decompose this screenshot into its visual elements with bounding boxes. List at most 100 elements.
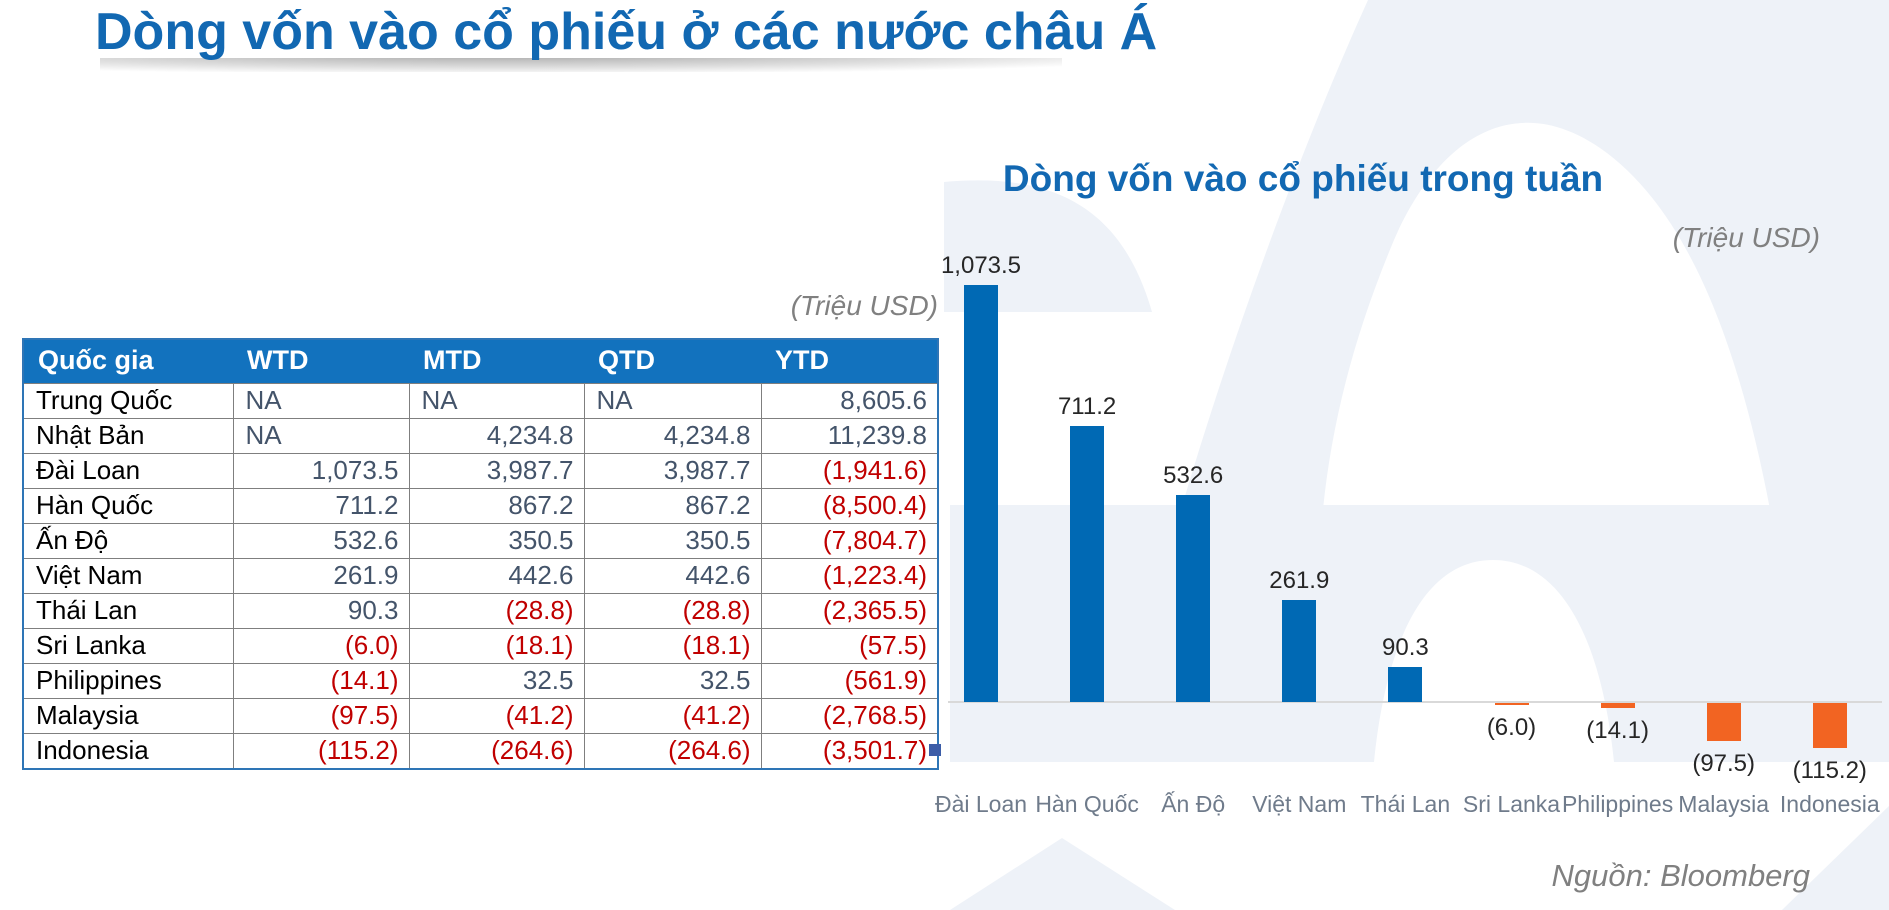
table-row: Hàn Quốc 711.2 867.2 867.2 (8,500.4) <box>22 488 939 524</box>
header-cell: MTD <box>409 339 584 384</box>
value-cell: (2,365.5) <box>760 593 939 629</box>
value-cell: 1,073.5 <box>232 453 410 489</box>
x-axis-line <box>948 701 1882 703</box>
header-cell: WTD <box>233 339 409 384</box>
x-axis-label: Thái Lan <box>1360 791 1451 817</box>
value-cell: (1,941.6) <box>760 453 939 489</box>
source-credit: Nguồn: Bloomberg <box>1551 858 1811 893</box>
x-axis-label: Việt Nam <box>1252 791 1347 817</box>
value-cell: (14.1) <box>232 663 410 699</box>
country-cell: Hàn Quốc <box>22 488 234 524</box>
table-row: Trung Quốc NA NA NA 8,605.6 <box>22 383 939 419</box>
value-cell: NA <box>583 383 762 419</box>
table-row: Indonesia (115.2) (264.6) (264.6) (3,501.7) <box>22 733 939 770</box>
value-cell: 4,234.8 <box>583 418 762 454</box>
table-row: Sri Lanka (6.0) (18.1) (18.1) (57.5) <box>22 628 939 664</box>
table-header-row: Quốc gia WTD MTD QTD YTD <box>23 339 938 384</box>
bar-Malaysia <box>1706 703 1741 741</box>
bar-Thái Lan <box>1388 667 1423 702</box>
bar-Indonesia <box>1812 703 1847 748</box>
x-axis-label: Malaysia <box>1678 791 1770 817</box>
value-cell: (18.1) <box>408 628 585 664</box>
chart-title: Dòng vốn vào cổ phiếu trong tuần <box>1002 158 1604 199</box>
x-axis-label: Philippines <box>1561 791 1674 817</box>
value-cell: (41.2) <box>583 698 762 734</box>
bar-value-label: (6.0) <box>1486 714 1537 741</box>
value-cell: (6.0) <box>232 628 410 664</box>
country-cell: Sri Lanka <box>22 628 234 664</box>
title-underline-shadow <box>100 58 1062 72</box>
value-cell: (41.2) <box>408 698 585 734</box>
watermark-shape <box>1178 0 1889 520</box>
bar-Việt Nam <box>1282 600 1317 702</box>
country-cell: Trung Quốc <box>22 383 234 419</box>
bar-Sri Lanka <box>1494 703 1529 705</box>
value-cell: (7,804.7) <box>760 523 939 559</box>
value-cell: 350.5 <box>408 523 585 559</box>
value-cell: (264.6) <box>408 733 585 770</box>
value-cell: NA <box>232 383 410 419</box>
value-cell: 8,605.6 <box>760 383 939 419</box>
value-cell: 3,987.7 <box>408 453 585 489</box>
value-cell: NA <box>232 418 410 454</box>
value-cell: (28.8) <box>408 593 585 629</box>
value-cell: (561.9) <box>760 663 939 699</box>
x-axis-label: Hàn Quốc <box>1035 791 1139 817</box>
country-cell: Ấn Độ <box>22 523 234 559</box>
country-cell: Việt Nam <box>22 558 234 594</box>
x-axis-label: Đài Loan <box>934 791 1028 817</box>
value-cell: (2,768.5) <box>760 698 939 734</box>
bar-Philippines <box>1600 703 1635 708</box>
country-cell: Nhật Bản <box>22 418 234 454</box>
value-cell: 261.9 <box>232 558 410 594</box>
slide-title: Dòng vốn vào cổ phiếu ở các nước châu Á <box>95 3 1158 61</box>
x-axis-label: Indonesia <box>1779 791 1880 817</box>
bar-value-label: 1,073.5 <box>940 252 1022 279</box>
value-cell: (97.5) <box>232 698 410 734</box>
value-cell: 867.2 <box>583 488 762 524</box>
value-cell: 11,239.8 <box>760 418 939 454</box>
bar-value-label: 261.9 <box>1269 567 1330 594</box>
header-cell: Quốc gia <box>23 339 233 384</box>
value-cell: 711.2 <box>232 488 410 524</box>
value-cell: (115.2) <box>232 733 410 770</box>
header-cell: YTD <box>761 339 938 384</box>
table-unit-label: (Triệu USD) <box>790 290 938 321</box>
bar-value-label: (97.5) <box>1692 750 1756 777</box>
value-cell: 32.5 <box>583 663 762 699</box>
table-row: Philippines (14.1) 32.5 32.5 (561.9) <box>22 663 939 699</box>
bar-Ấn Độ <box>1176 495 1211 702</box>
value-cell: 532.6 <box>232 523 410 559</box>
value-cell: (57.5) <box>760 628 939 664</box>
country-cell: Malaysia <box>22 698 234 734</box>
table-resize-handle <box>929 744 941 756</box>
fund-flow-table-wrap: Quốc gia WTD MTD QTD YTD Trung Quốc NA NA NA 8,6… <box>22 338 941 770</box>
x-axis-label: Sri Lanka <box>1462 791 1561 817</box>
fund-flow-table: Quốc gia WTD MTD QTD YTD Trung Quốc NA NA NA 8,6… <box>22 338 939 770</box>
bar-Hàn Quốc <box>1070 426 1105 702</box>
bar-Đài Loan <box>964 285 998 702</box>
value-cell: 3,987.7 <box>583 453 762 489</box>
bar-value-label: (115.2) <box>1792 757 1867 784</box>
x-axis-label: Ấn Độ <box>1161 791 1226 817</box>
table-row: Đài Loan 1,073.5 3,987.7 3,987.7 (1,941.6) <box>22 453 939 489</box>
watermark-shape <box>950 838 1175 910</box>
country-cell: Đài Loan <box>22 453 234 489</box>
value-cell: (3,501.7) <box>760 733 939 770</box>
value-cell: 90.3 <box>232 593 410 629</box>
table-row: Thái Lan 90.3 (28.8) (28.8) (2,365.5) <box>22 593 939 629</box>
value-cell: 32.5 <box>408 663 585 699</box>
bar-value-label: 532.6 <box>1163 462 1224 489</box>
country-cell: Thái Lan <box>22 593 234 629</box>
country-cell: Philippines <box>22 663 234 699</box>
value-cell: 442.6 <box>408 558 585 594</box>
value-cell: NA <box>408 383 585 419</box>
header-cell: QTD <box>584 339 761 384</box>
bar-value-label: 90.3 <box>1382 634 1429 661</box>
country-cell: Indonesia <box>22 733 234 770</box>
value-cell: 350.5 <box>583 523 762 559</box>
value-cell: (18.1) <box>583 628 762 664</box>
value-cell: 442.6 <box>583 558 762 594</box>
value-cell: 867.2 <box>408 488 585 524</box>
